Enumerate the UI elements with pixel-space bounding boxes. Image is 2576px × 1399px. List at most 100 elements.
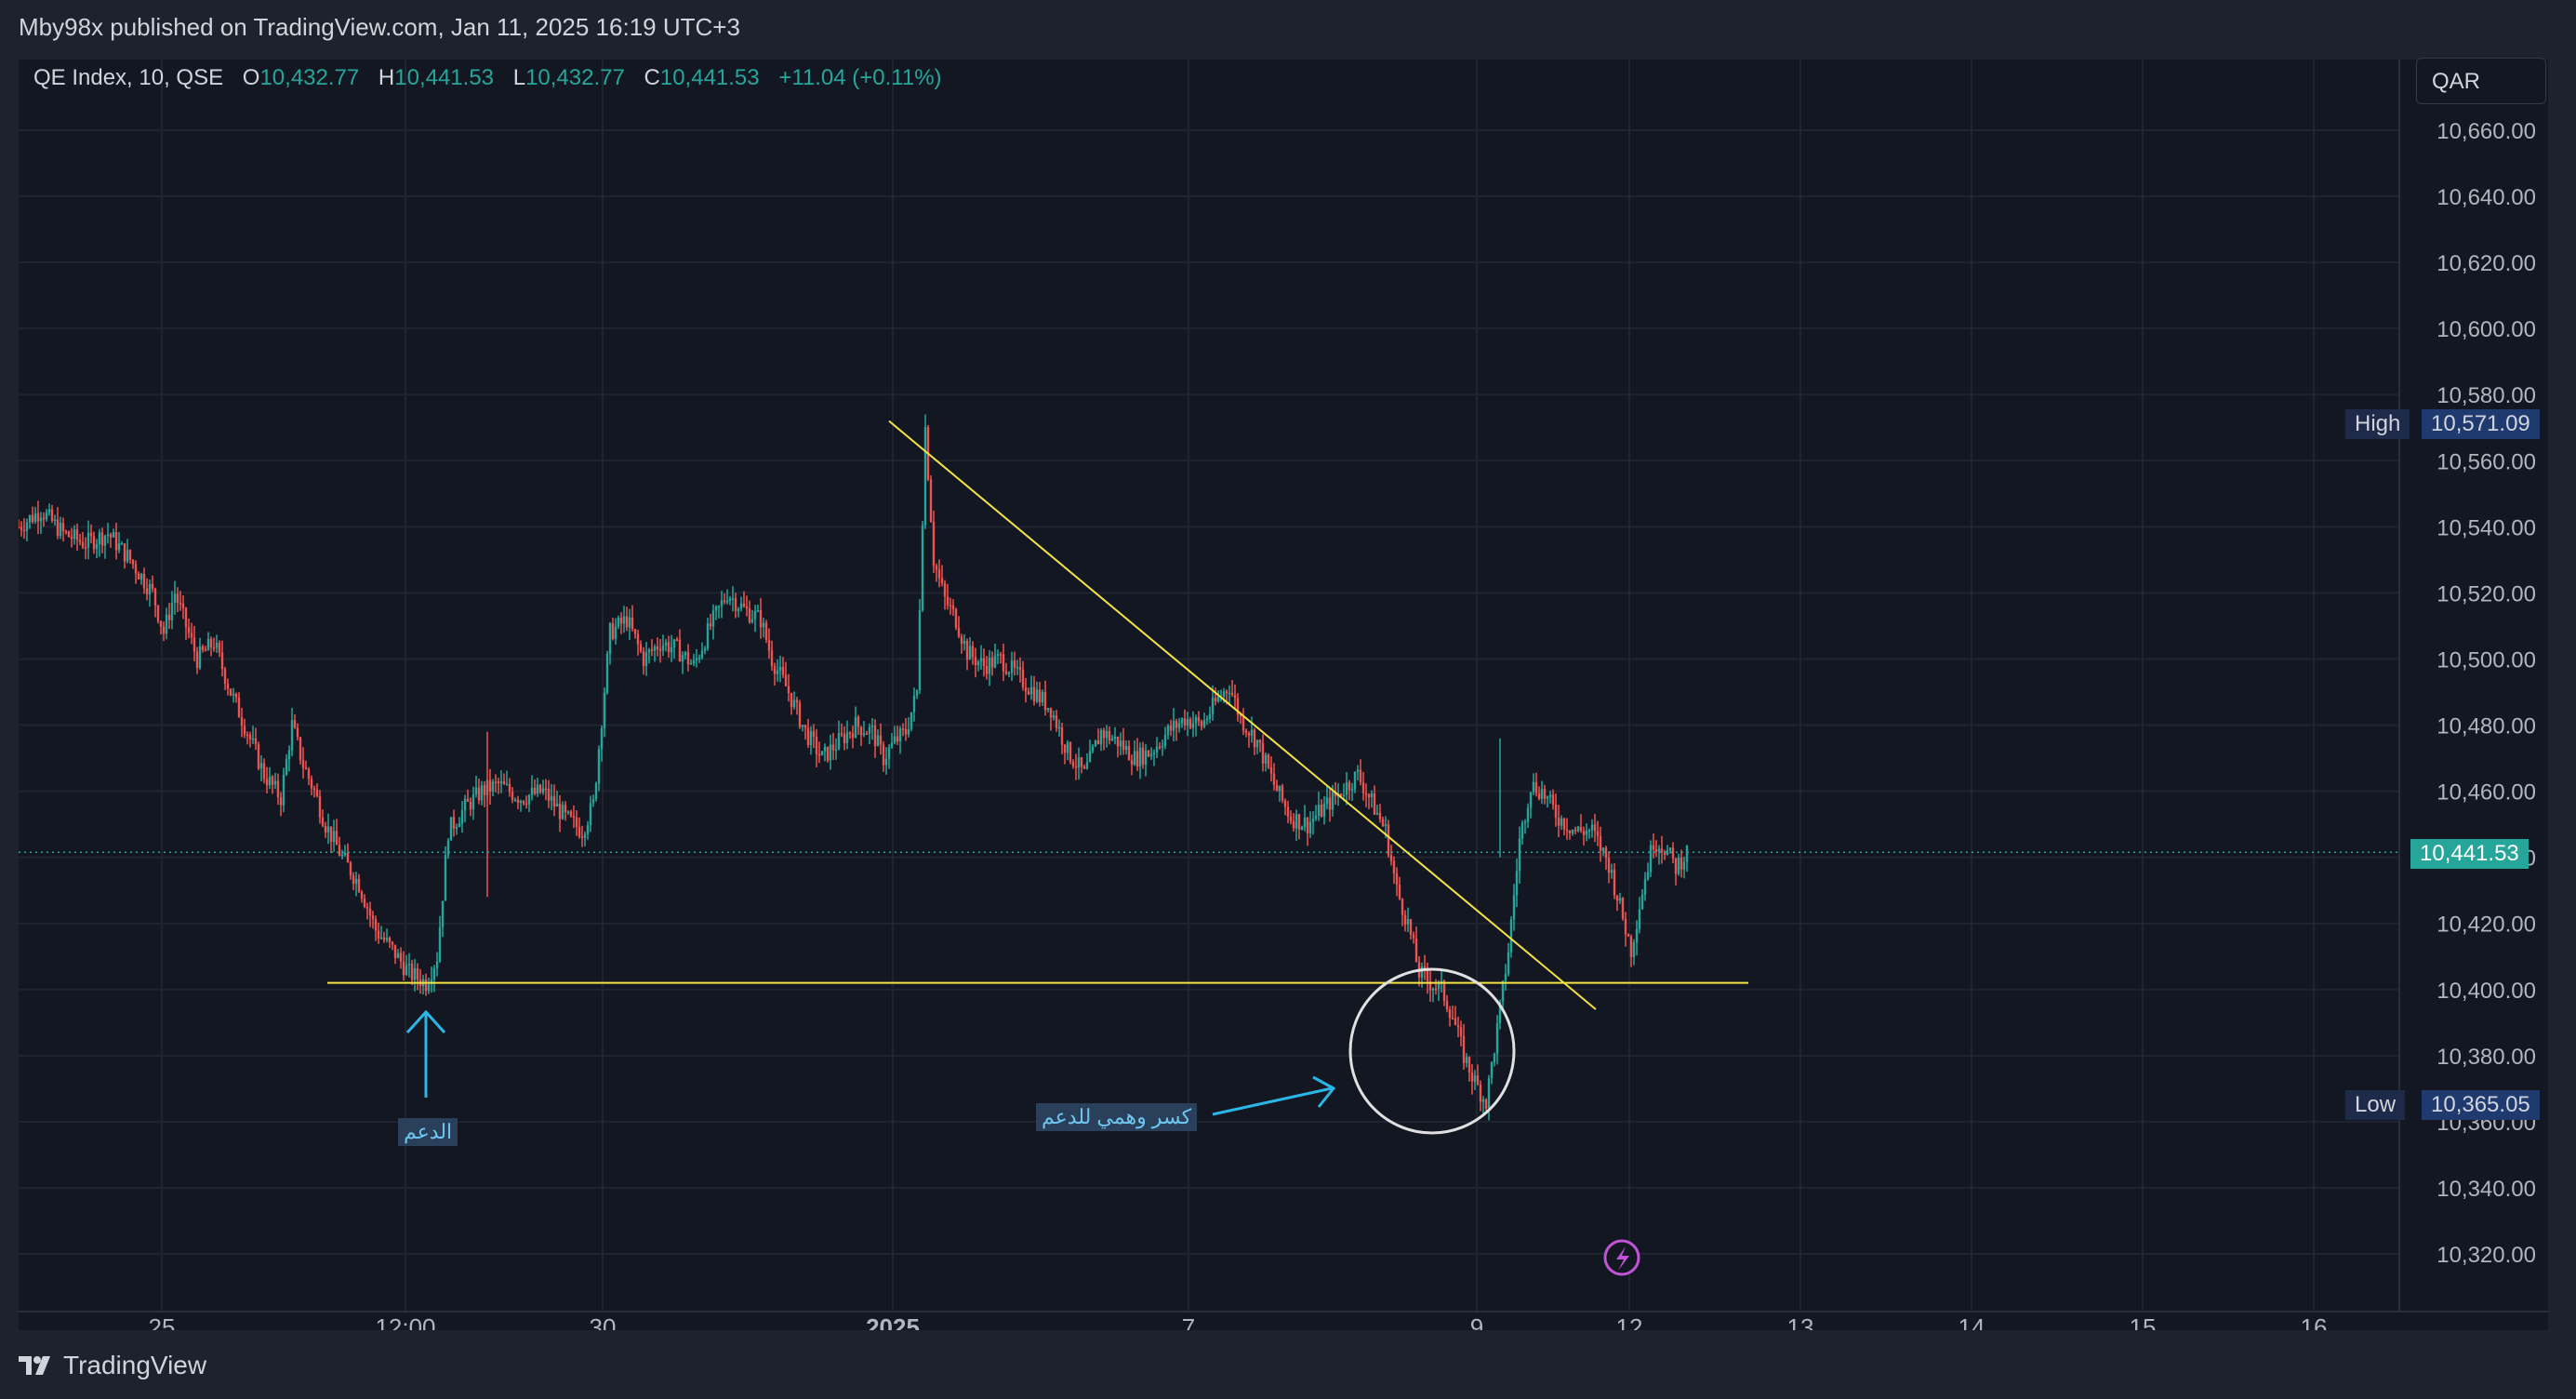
candle-body <box>1568 830 1572 833</box>
candle-body <box>1534 781 1538 794</box>
candle-body <box>879 735 883 745</box>
candle-body <box>251 738 255 740</box>
candle-body <box>1470 1072 1474 1082</box>
candle-body <box>1540 789 1544 799</box>
candle-body <box>181 604 185 608</box>
candle-body <box>820 751 824 755</box>
candle-body <box>120 543 124 545</box>
candle-body <box>695 658 698 660</box>
currency-selector[interactable]: QAR <box>2416 58 2546 104</box>
candle-body <box>234 693 238 698</box>
candle-body <box>1334 792 1337 796</box>
candle-body <box>1434 988 1438 991</box>
candle-body <box>1180 718 1184 724</box>
symbol-label[interactable]: QE Index, 10, QSE <box>33 65 224 90</box>
candle-body <box>471 793 475 810</box>
candle-body <box>672 639 676 648</box>
candle-body <box>1247 732 1251 736</box>
candle-body <box>1258 739 1262 743</box>
candle-body <box>246 734 249 737</box>
candle-body <box>547 788 551 801</box>
candle-body <box>1052 715 1056 718</box>
candle-body <box>59 523 62 537</box>
candle-body <box>153 588 157 606</box>
candle-body <box>142 574 146 589</box>
candle-body <box>1546 796 1549 799</box>
tradingview-logo[interactable]: TradingView <box>19 1351 206 1380</box>
candle-body <box>1677 857 1680 874</box>
candle-body <box>1359 769 1362 782</box>
candle-body <box>522 801 525 804</box>
candle-body <box>1255 739 1259 748</box>
candle-body <box>731 598 735 600</box>
candle-body <box>340 854 344 857</box>
candle-body <box>248 734 252 739</box>
candle-body <box>1046 708 1050 711</box>
candle-body <box>114 532 118 551</box>
candle-body <box>1027 691 1030 695</box>
candle-body <box>393 944 397 958</box>
candle-body <box>803 725 807 728</box>
candle-body <box>290 720 294 751</box>
candle-body <box>1141 747 1145 766</box>
candle-body <box>1674 858 1678 874</box>
candle-body <box>1685 846 1689 862</box>
candle-body <box>809 730 813 746</box>
candle-body <box>1632 942 1636 958</box>
candle-body <box>1401 899 1404 915</box>
candle-body <box>971 646 975 658</box>
candle-body <box>1127 745 1131 761</box>
candle-body <box>617 617 620 627</box>
candle-body <box>815 737 818 754</box>
candle-body <box>1060 726 1064 745</box>
x-tick-label: 25 <box>149 1313 176 1330</box>
x-tick-label: 12:00 <box>375 1313 435 1330</box>
candle-body <box>1147 750 1150 757</box>
candle-body <box>937 569 941 579</box>
candle-body <box>276 780 280 798</box>
candle-body <box>128 550 132 561</box>
candle-body <box>1286 806 1290 817</box>
candle-body <box>1225 691 1228 694</box>
candle-body <box>720 600 724 606</box>
candle-body <box>117 543 121 551</box>
descending-trendline <box>888 420 1597 1010</box>
candle-body <box>1465 1057 1468 1063</box>
y-tick-label: 10,660.00 <box>2437 119 2536 144</box>
open-value: 10,432.77 <box>259 65 360 90</box>
candle-body <box>1342 794 1346 797</box>
candle-body <box>946 596 949 606</box>
candle-body <box>455 826 458 829</box>
x-tick-label: 9 <box>1470 1313 1483 1330</box>
candle-body <box>179 603 182 605</box>
candle-body <box>25 522 29 531</box>
candle-body <box>1283 800 1287 807</box>
y-tick-label: 10,420.00 <box>2437 913 2536 938</box>
candle-body <box>19 526 20 528</box>
lightning-icon <box>1616 1246 1629 1271</box>
candle-body <box>1055 715 1058 728</box>
candle-body <box>1166 726 1170 736</box>
candle-body <box>1253 729 1256 748</box>
candle-body <box>162 626 166 634</box>
candle-body <box>1562 818 1566 830</box>
candle-body <box>329 826 333 843</box>
candle-body <box>536 784 539 794</box>
candle-body <box>1124 745 1128 751</box>
candle-body <box>993 655 997 668</box>
candle-body <box>430 979 433 985</box>
candle-body <box>1261 742 1265 764</box>
false-break-annotation[interactable]: كسر وهمي للدعم <box>1036 1103 1198 1131</box>
candle-body <box>1473 1075 1477 1082</box>
candle-body <box>633 629 637 634</box>
candle-body <box>684 652 687 656</box>
candle-body <box>734 598 737 611</box>
candle-body <box>1543 789 1547 799</box>
candle-body <box>1169 726 1173 731</box>
candle-body <box>792 700 796 708</box>
candle-body <box>795 700 799 703</box>
candle-body <box>1518 838 1521 872</box>
candle-body <box>1487 1078 1491 1109</box>
support-annotation[interactable]: الدعم <box>398 1118 458 1146</box>
candle-body <box>644 652 648 667</box>
